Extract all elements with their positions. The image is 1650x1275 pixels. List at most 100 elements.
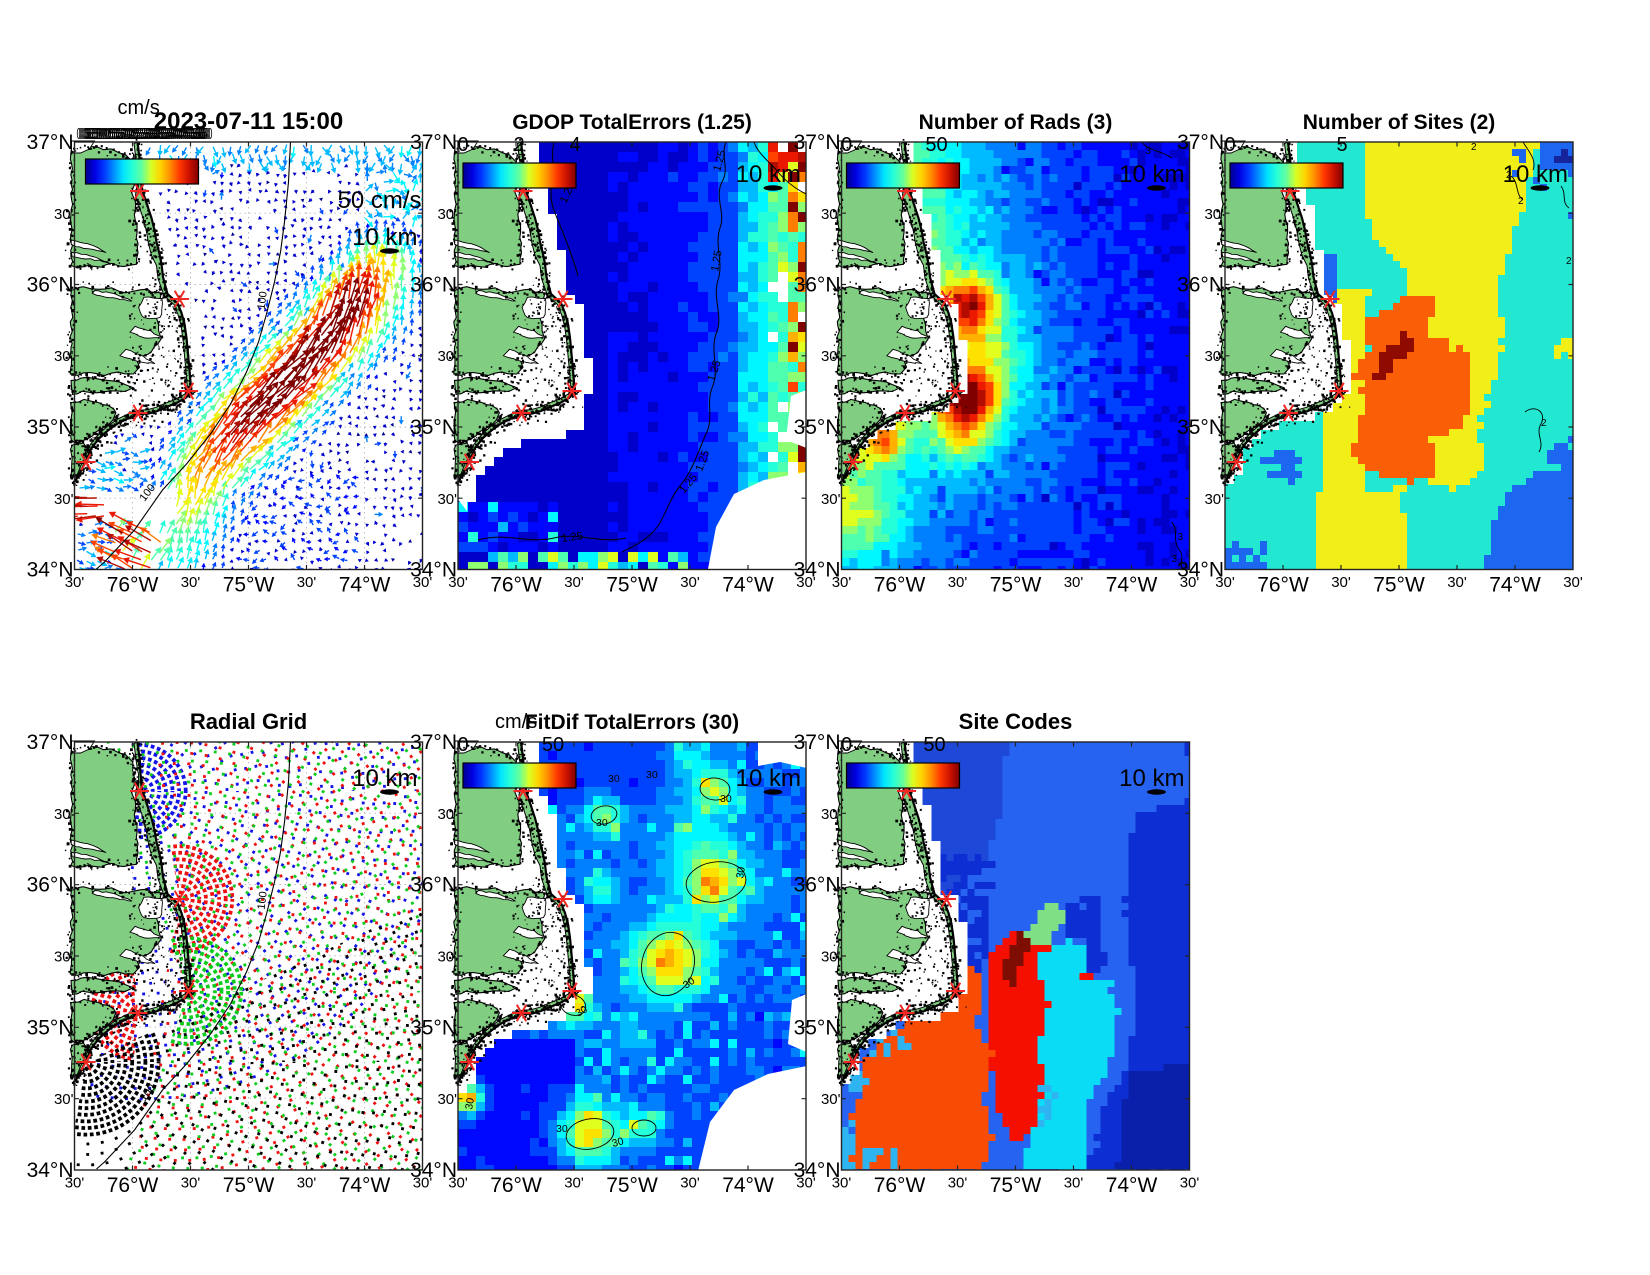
svg-text:75°W: 75°W [223, 574, 275, 597]
svg-text:36°N: 36°N [794, 874, 841, 897]
svg-text:36°N: 36°N [27, 874, 74, 897]
svg-text:30': 30' [437, 348, 457, 365]
svg-text:30': 30' [821, 949, 841, 966]
svg-text:30': 30' [564, 574, 584, 591]
svg-text:34°N: 34°N [410, 559, 457, 582]
svg-text:30': 30' [796, 1175, 816, 1192]
svg-text:37°N: 37°N [794, 131, 841, 154]
svg-text:35°N: 35°N [410, 416, 457, 439]
svg-text:2: 2 [1471, 142, 1477, 153]
svg-text:GDOP TotalErrors (1.25): GDOP TotalErrors (1.25) [512, 111, 752, 134]
svg-text:75°W: 75°W [606, 574, 658, 597]
svg-text:30: 30 [596, 817, 608, 829]
svg-text:0: 0 [841, 734, 852, 756]
svg-text:74°W: 74°W [722, 574, 774, 597]
svg-text:30': 30' [448, 574, 468, 591]
svg-text:30': 30' [832, 1175, 852, 1192]
svg-text:30': 30' [1204, 348, 1224, 365]
svg-text:30: 30 [608, 773, 620, 785]
svg-text:30': 30' [796, 574, 816, 591]
svg-text:30': 30' [1447, 574, 1467, 591]
svg-text:30': 30' [437, 1091, 457, 1108]
svg-text:10 km: 10 km [736, 161, 801, 188]
svg-text:2: 2 [1566, 256, 1572, 267]
svg-text:37°N: 37°N [794, 731, 841, 754]
svg-text:3: 3 [1172, 554, 1178, 565]
svg-text:30': 30' [297, 1175, 317, 1192]
svg-text:36°N: 36°N [410, 874, 457, 897]
svg-text:34°N: 34°N [1177, 559, 1224, 582]
svg-text:30': 30' [65, 574, 85, 591]
svg-text:50: 50 [925, 134, 947, 156]
svg-text:30': 30' [821, 1091, 841, 1108]
svg-text:Number of Sites (2): Number of Sites (2) [1303, 111, 1496, 134]
svg-text:75°W: 75°W [990, 1174, 1042, 1197]
svg-text:34°N: 34°N [27, 1159, 74, 1182]
svg-text:74°W: 74°W [722, 1174, 774, 1197]
svg-text:34°N: 34°N [794, 559, 841, 582]
svg-text:30': 30' [65, 1175, 85, 1192]
svg-text:30': 30' [54, 348, 74, 365]
svg-text:1.25: 1.25 [711, 149, 728, 173]
svg-text:0 5 10 15 20 25 30 35 40 45 50: 0 5 10 15 20 25 30 35 40 45 50 [87, 126, 211, 143]
svg-text:74°W: 74°W [1489, 574, 1541, 597]
svg-text:cm/s: cm/s [118, 97, 160, 119]
svg-text:30': 30' [54, 949, 74, 966]
svg-text:30': 30' [1204, 206, 1224, 223]
svg-text:30': 30' [181, 1175, 201, 1192]
svg-text:30': 30' [821, 806, 841, 823]
svg-text:35°N: 35°N [27, 1016, 74, 1039]
svg-text:10 km: 10 km [1119, 161, 1184, 188]
svg-text:cm/s: cm/s [495, 711, 537, 733]
svg-text:75°W: 75°W [990, 574, 1042, 597]
svg-text:10 km: 10 km [1119, 765, 1184, 792]
svg-text:2: 2 [513, 134, 524, 156]
svg-text:30': 30' [54, 806, 74, 823]
svg-text:30': 30' [437, 949, 457, 966]
svg-text:10 km: 10 km [1503, 161, 1568, 188]
svg-text:5: 5 [1336, 134, 1347, 156]
svg-text:30': 30' [54, 206, 74, 223]
svg-text:74°W: 74°W [1106, 1174, 1158, 1197]
svg-text:30: 30 [734, 866, 748, 880]
svg-text:30': 30' [1331, 574, 1351, 591]
svg-text:50: 50 [542, 734, 564, 756]
svg-text:76°W: 76°W [1257, 574, 1309, 597]
svg-text:30': 30' [413, 1175, 433, 1192]
svg-text:0 5 10 15 20 25 30 35 40 45 50: 0 5 10 15 20 25 30 35 40 45 50 [85, 126, 209, 143]
svg-text:34°N: 34°N [27, 559, 74, 582]
svg-text:2023-07-11 15:00: 2023-07-11 15:00 [154, 108, 344, 135]
svg-text:2: 2 [1541, 418, 1547, 429]
svg-text:35°N: 35°N [794, 416, 841, 439]
svg-text:3: 3 [1178, 532, 1184, 543]
svg-text:FitDif TotalErrors (30): FitDif TotalErrors (30) [525, 711, 739, 734]
svg-text:30: 30 [611, 1135, 626, 1150]
svg-text:30: 30 [556, 1123, 568, 1135]
svg-text:30: 30 [646, 769, 658, 781]
svg-text:34°N: 34°N [410, 1159, 457, 1182]
svg-text:30': 30' [564, 1175, 584, 1192]
svg-text:10 km: 10 km [352, 765, 417, 792]
svg-text:35°N: 35°N [27, 416, 74, 439]
svg-text:76°W: 76°W [490, 574, 542, 597]
svg-text:30': 30' [1215, 574, 1235, 591]
svg-text:0: 0 [1224, 134, 1235, 156]
svg-text:74°W: 74°W [339, 574, 391, 597]
svg-text:Site Codes: Site Codes [959, 709, 1073, 734]
svg-text:10 km: 10 km [736, 765, 801, 792]
svg-text:30': 30' [1563, 574, 1583, 591]
svg-text:30': 30' [1064, 1175, 1084, 1192]
svg-text:30': 30' [297, 574, 317, 591]
svg-text:34°N: 34°N [794, 1159, 841, 1182]
svg-text:75°W: 75°W [1373, 574, 1425, 597]
svg-text:30': 30' [54, 491, 74, 508]
svg-text:0: 0 [841, 134, 852, 156]
svg-text:36°N: 36°N [27, 274, 74, 297]
svg-text:30': 30' [1180, 1175, 1200, 1192]
svg-text:30': 30' [832, 574, 852, 591]
svg-text:37°N: 37°N [27, 131, 74, 154]
svg-text:30: 30 [463, 1097, 477, 1111]
svg-text:35°N: 35°N [794, 1016, 841, 1039]
svg-text:30': 30' [821, 491, 841, 508]
svg-text:0 5 10 15 20 25 30 35 40 45 50: 0 5 10 15 20 25 30 35 40 45 50 [81, 126, 205, 143]
